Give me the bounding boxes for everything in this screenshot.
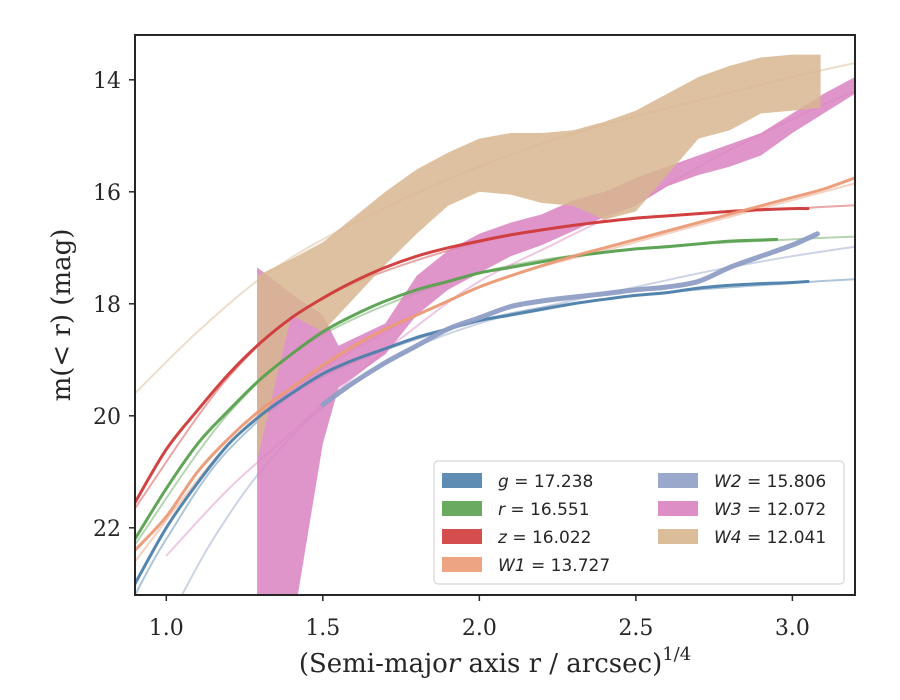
legend-swatch-w4 bbox=[658, 529, 698, 544]
legend-swatch-z bbox=[442, 529, 482, 544]
legend-label-r: r = 16.551 bbox=[498, 500, 590, 520]
legend-swatch-r bbox=[442, 501, 482, 516]
y-tick-label: 16 bbox=[93, 181, 121, 206]
x-tick-label: 1.0 bbox=[149, 616, 184, 641]
legend-label-w2: W2 = 15.806 bbox=[714, 472, 826, 492]
y-tick-label: 18 bbox=[93, 293, 121, 318]
y-tick-label: 20 bbox=[93, 405, 121, 430]
extrapolation-curve-g bbox=[135, 278, 855, 595]
tick-layer: 1.0 1.5 2.0 2.5 3.0 14 16 18 20 22 bbox=[93, 69, 810, 641]
profile-curve-w1 bbox=[135, 176, 855, 552]
legend: g = 17.238 r = 16.551 z = 16.022 W1 = 13.72… bbox=[433, 460, 845, 585]
plot-frame bbox=[134, 34, 856, 596]
legend-label-w1: W1 = 13.727 bbox=[498, 556, 610, 576]
legend-label-w4: W4 = 12.041 bbox=[714, 528, 826, 548]
x-tick-label: 1.5 bbox=[305, 616, 340, 641]
legend-label-z: z = 16.022 bbox=[497, 528, 591, 548]
profile-curve-g bbox=[135, 279, 810, 586]
y-axis-label: m(< r) (mag) bbox=[47, 229, 77, 402]
legend-swatch-w3 bbox=[658, 501, 698, 516]
uncertainty-band-w3 bbox=[257, 77, 855, 595]
x-tick-label: 2.5 bbox=[618, 616, 653, 641]
axis-label-layer: (Semi-major axis r / arcsec)1/4 m(< r) (m… bbox=[47, 229, 691, 679]
profile-curve-w2 bbox=[320, 231, 820, 408]
legend-swatch-w1 bbox=[442, 557, 482, 572]
legend-swatch-w2 bbox=[658, 473, 698, 488]
profile-curve-z bbox=[135, 207, 810, 505]
line-layer bbox=[135, 176, 855, 586]
x-tick-label: 2.0 bbox=[462, 616, 497, 641]
x-axis-label: (Semi-major axis r / arcsec)1/4 bbox=[299, 644, 691, 679]
y-tick-label: 14 bbox=[93, 69, 121, 94]
legend-box bbox=[433, 460, 845, 585]
uncertainty-band-w4 bbox=[257, 54, 821, 461]
band-layer bbox=[257, 54, 855, 595]
legend-swatch-g bbox=[442, 473, 482, 488]
legend-label-w3: W3 = 12.072 bbox=[714, 500, 826, 520]
legend-label-g: g = 17.238 bbox=[498, 472, 593, 492]
x-tick-label: 3.0 bbox=[775, 616, 810, 641]
y-tick-label: 22 bbox=[93, 517, 121, 542]
profile-curve-r bbox=[135, 237, 779, 541]
